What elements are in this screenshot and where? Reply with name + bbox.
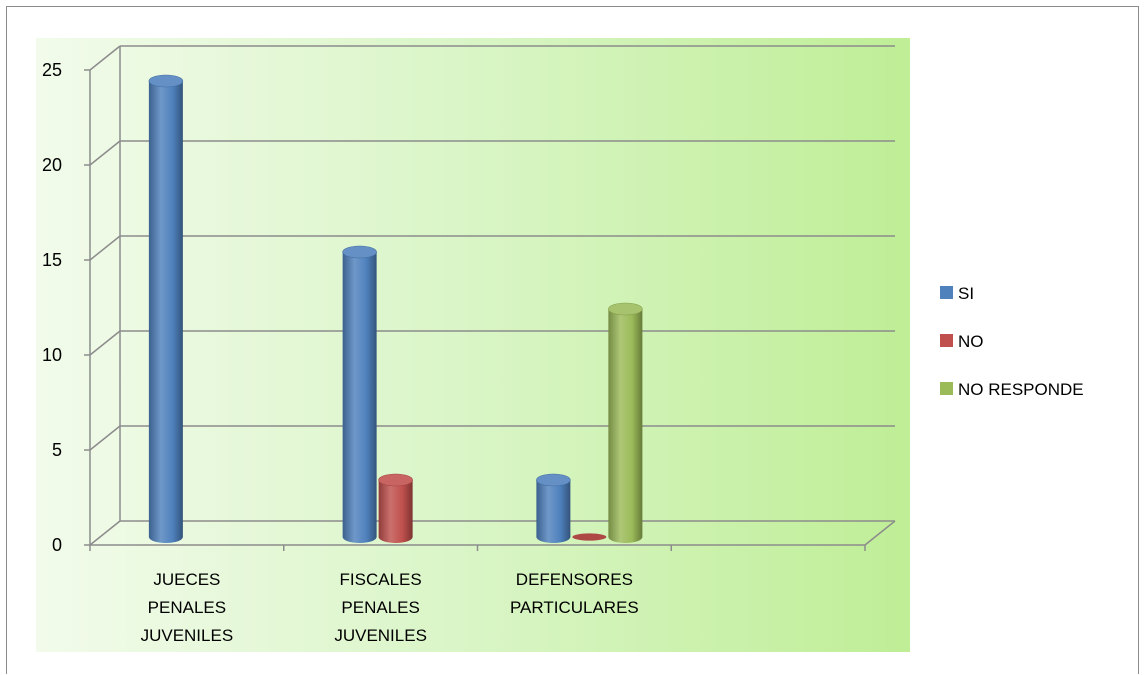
gridline-depth [89,140,121,166]
x-tick-label: DEFENSORES [516,570,633,589]
bar [572,533,607,541]
x-tick-label: JUECES [153,570,220,589]
legend-swatch [940,334,953,347]
bar [378,473,413,543]
legend: SI NO NO RESPONDE [940,284,1084,399]
gridline-depth [89,235,121,261]
bar-cap [608,302,643,316]
bar-body [608,309,643,543]
x-tick-label: PARTICULARES [510,598,639,617]
axes [84,46,896,551]
y-tick-label: 15 [42,250,62,270]
bars [148,74,643,543]
y-tick-label: 10 [42,345,62,365]
y-tick-label: 20 [42,155,62,175]
bar-body [536,480,571,543]
x-tick-label: FISCALES [340,570,422,589]
bar [608,302,643,543]
x-tick-label: JUVENILES [334,626,427,645]
gridline-depth [89,45,121,71]
floor-right-edge [864,520,896,546]
bar-cap [148,74,184,88]
bar [342,245,377,543]
legend-swatch [940,382,953,395]
bar-cap [536,473,571,487]
bar-body [148,81,183,543]
x-tick-label: JUVENILES [141,626,234,645]
bar-cap [378,473,413,487]
gridline-depth [89,330,121,356]
x-tick-label: PENALES [341,598,419,617]
legend-swatch [940,286,953,299]
x-tick-label: PENALES [148,598,226,617]
gridlines [89,45,895,546]
gridline-depth [89,425,121,451]
y-tick-label: 5 [52,440,62,460]
bar [536,473,571,543]
y-tick-label: 25 [42,60,62,80]
bar-body [378,480,413,543]
bar-body [342,252,377,543]
bar-cap [572,533,607,541]
y-tick-label: 0 [52,535,62,555]
bar-cap [342,245,377,259]
legend-label: NO RESPONDE [958,380,1084,399]
bar [148,74,184,543]
chart-frame [6,6,1139,674]
legend-label: NO [958,332,984,351]
legend-label: SI [958,284,974,303]
gridline-depth [89,520,121,546]
axis-labels: 0 5 10 15 20 25 JUECES PENALES JUVENILES FISCALES… [42,60,639,645]
